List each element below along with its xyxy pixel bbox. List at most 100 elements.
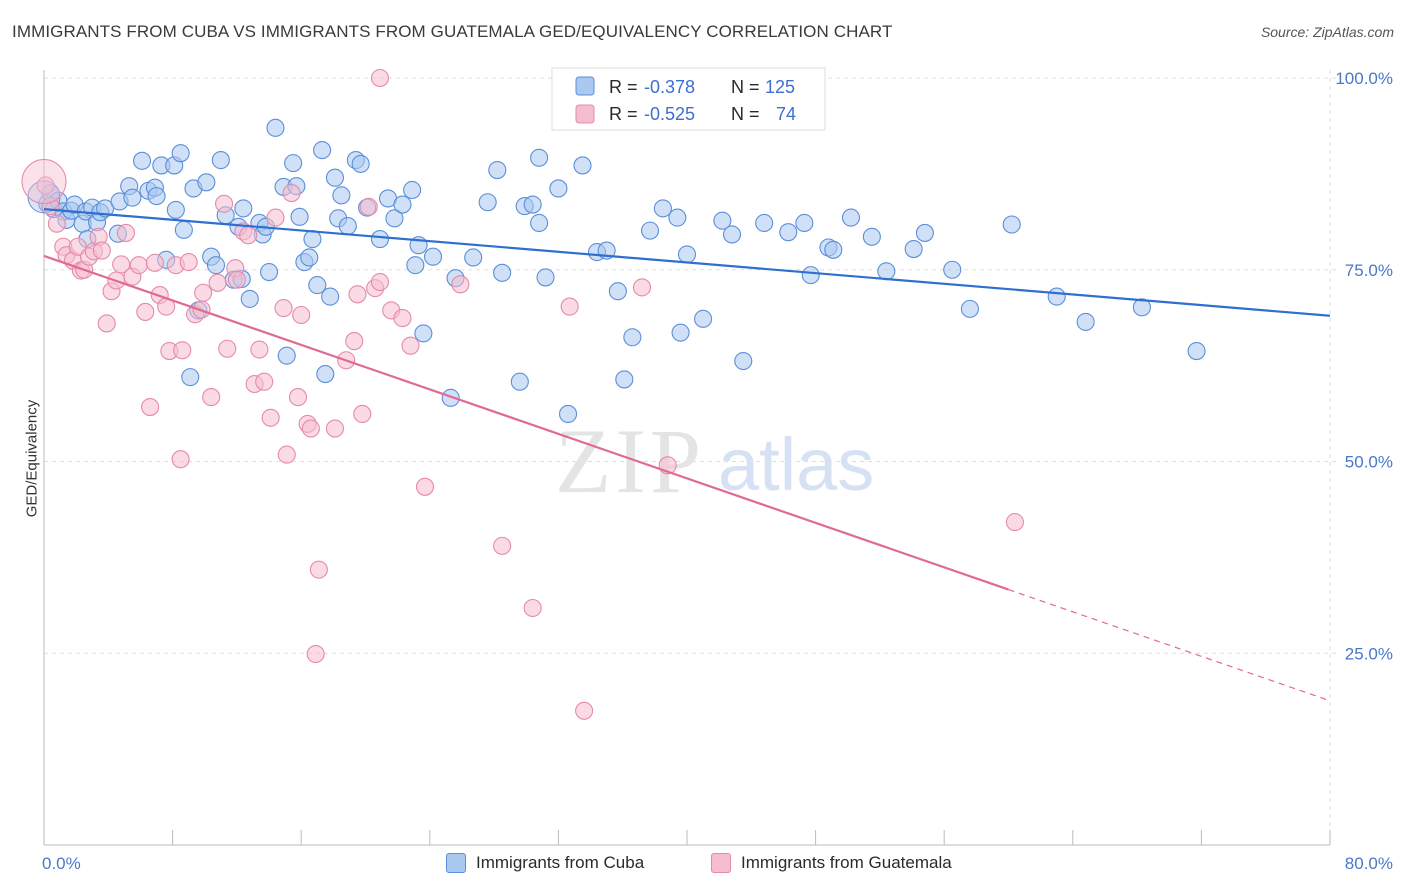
bottom-legend-label-guatemala: Immigrants from Guatemala — [741, 853, 952, 872]
cuba-point — [841, 208, 861, 227]
cuba-point — [615, 370, 634, 389]
legend-n-value-cuba: 125 — [765, 77, 795, 97]
cuba-point — [284, 154, 303, 173]
guatemala-point — [1005, 513, 1024, 532]
cuba-point — [303, 230, 322, 249]
guatemala-point — [171, 450, 190, 469]
bottom-legend-item-cuba[interactable]: Immigrants from Cuba — [446, 853, 644, 873]
cuba-point — [206, 256, 226, 275]
cuba-point — [1002, 215, 1021, 234]
series-cuba-points — [27, 118, 1206, 423]
legend-n-label-guatemala: N = — [731, 104, 760, 124]
cuba-point — [123, 188, 142, 207]
guatemala-point — [359, 197, 378, 216]
legend-r-label-guatemala: R = — [609, 104, 638, 124]
cuba-point — [338, 216, 357, 236]
guatemala-point — [202, 388, 221, 407]
y-tick-label-100: 100.0% — [1335, 69, 1393, 88]
cuba-point — [755, 213, 774, 233]
cuba-point — [608, 282, 627, 301]
cuba-point — [147, 187, 166, 206]
cuba-point — [722, 225, 742, 244]
cuba-point — [536, 268, 555, 287]
cuba-point — [779, 223, 798, 242]
cuba-point — [824, 240, 843, 259]
cuba-point — [174, 220, 193, 239]
cuba-point — [1047, 287, 1066, 306]
cuba-point — [1187, 342, 1206, 361]
bottom-legend-swatch-cuba — [446, 853, 466, 873]
cuba-point — [316, 365, 335, 384]
cuba-point — [801, 266, 820, 285]
cuba-point — [530, 148, 549, 167]
cuba-point — [904, 239, 923, 259]
guatemala-point — [218, 339, 237, 358]
cuba-point — [640, 221, 660, 240]
cuba-point — [862, 227, 881, 246]
guatemala-point — [560, 297, 579, 316]
watermark-zip: ZIP — [555, 410, 705, 512]
guatemala-trend-line-extension — [1008, 589, 1331, 702]
bottom-legend-item-guatemala[interactable]: Immigrants from Guatemala — [711, 853, 952, 873]
cuba-point — [290, 207, 309, 226]
cuba-point — [181, 368, 200, 387]
guatemala-point — [401, 336, 420, 355]
guatemala-point — [47, 214, 66, 233]
cuba-point — [549, 179, 568, 198]
watermark: ZIP atlas — [555, 410, 874, 512]
cuba-point — [234, 199, 253, 218]
guatemala-point — [116, 223, 136, 242]
cuba-point — [653, 199, 672, 218]
stats-legend: R = -0.378 N = 125 R = -0.525 N = 74 — [551, 67, 826, 131]
cuba-point — [321, 287, 340, 306]
guatemala-point — [393, 309, 412, 328]
cuba-point — [277, 346, 296, 365]
guatemala-point — [36, 176, 55, 195]
legend-n-label-cuba: N = — [731, 77, 760, 97]
guatemala-point-large — [21, 159, 67, 205]
cuba-point — [915, 223, 934, 242]
legend-r-value-guatemala: -0.525 — [644, 104, 695, 124]
cuba-point — [325, 168, 345, 187]
x-tick-label-max: 80.0% — [1345, 854, 1393, 873]
guatemala-point — [261, 408, 280, 427]
cuba-point — [668, 208, 687, 227]
x-tick-label-min: 0.0% — [42, 854, 81, 873]
guatemala-point — [575, 701, 594, 720]
cuba-point — [795, 213, 814, 233]
legend-r-label-cuba: R = — [609, 77, 638, 97]
tick-labels: 25.0% 50.0% 75.0% 100.0% 0.0% 80.0% — [42, 69, 1393, 873]
cuba-point — [464, 248, 483, 267]
cuba-point — [240, 289, 259, 308]
cuba-point — [488, 160, 507, 180]
guatemala-point — [370, 272, 390, 292]
legend-swatch-cuba — [575, 76, 595, 96]
cuba-point — [877, 262, 896, 281]
cuba-point — [393, 195, 412, 214]
cuba-point — [493, 263, 512, 282]
cuba-point — [96, 199, 115, 218]
cuba-point — [677, 245, 697, 264]
bottom-legend-label-cuba: Immigrants from Cuba — [476, 853, 645, 872]
cuba-point — [406, 256, 425, 275]
guatemala-point — [301, 419, 320, 438]
cuba-point — [423, 247, 443, 266]
guatemala-point — [266, 208, 285, 227]
cuba-point — [171, 144, 190, 163]
guatemala-point — [415, 477, 435, 496]
cuba-point — [478, 193, 497, 212]
guatemala-point — [112, 255, 131, 274]
cuba-point — [133, 151, 152, 170]
cuba-point — [370, 230, 390, 249]
cuba-point — [734, 351, 753, 371]
guatemala-point — [274, 299, 293, 318]
watermark-atlas: atlas — [718, 423, 874, 506]
cuba-point — [671, 323, 690, 342]
guatemala-point — [129, 256, 148, 275]
y-tick-label-75: 75.0% — [1345, 261, 1393, 280]
guatemala-point — [348, 285, 367, 304]
cuba-point — [308, 276, 327, 295]
bottom-legend-swatch-guatemala — [711, 853, 731, 873]
guatemala-point — [208, 273, 227, 292]
